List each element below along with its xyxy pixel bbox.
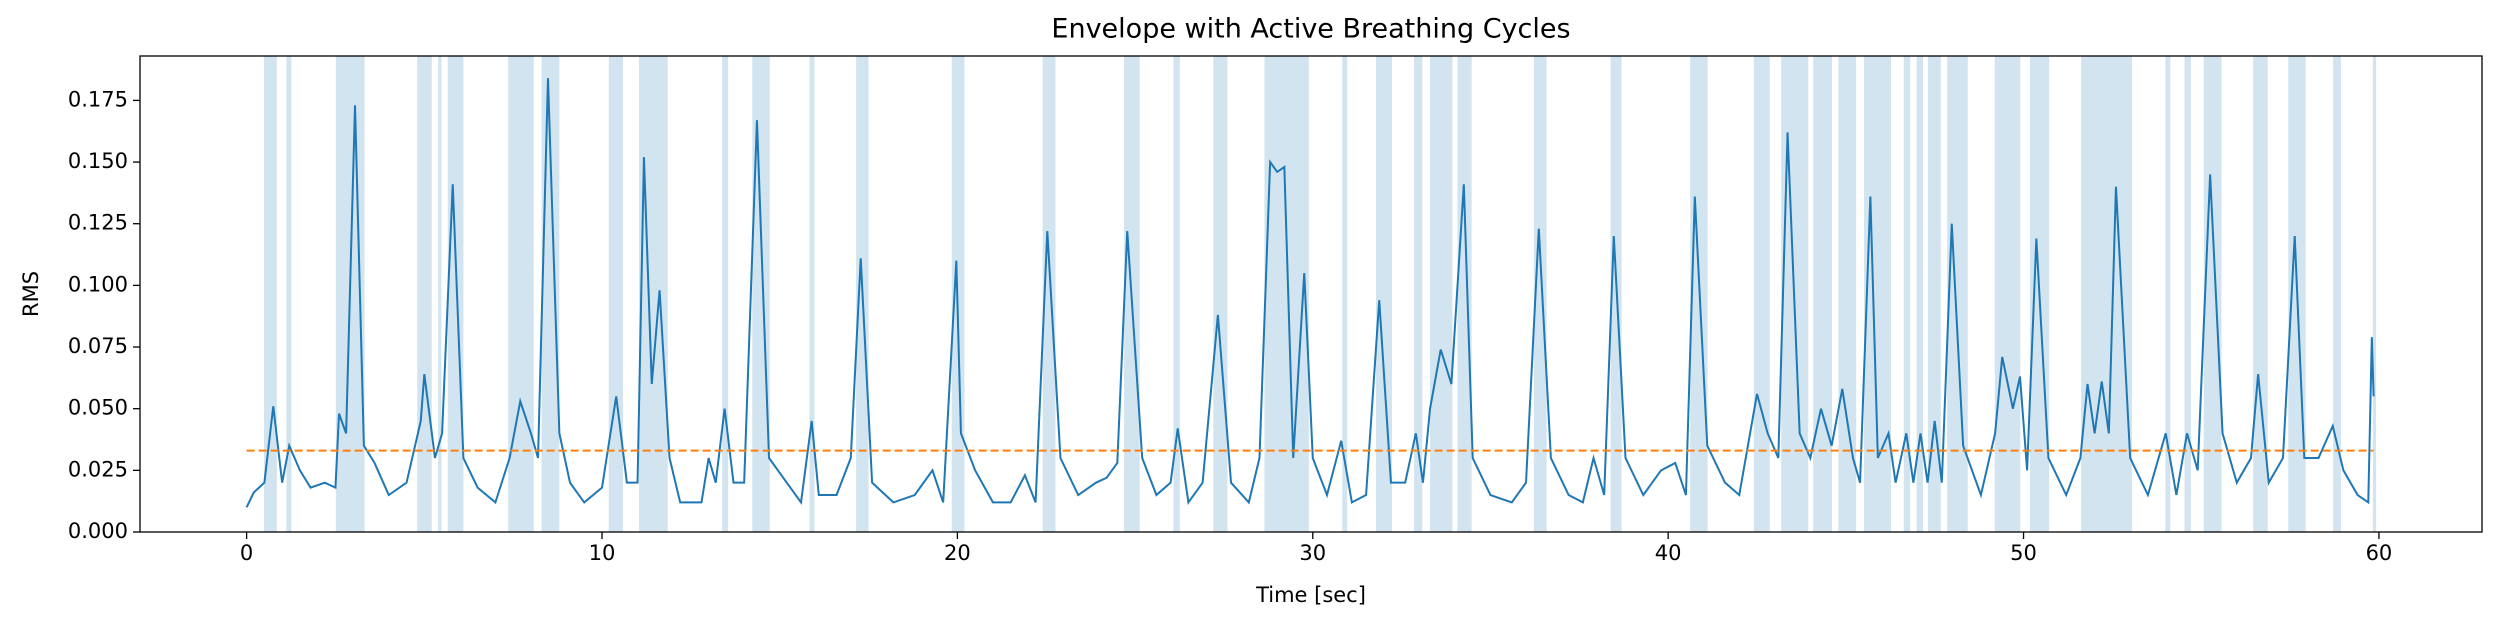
active-span (1813, 56, 1832, 532)
y-tick-label: 0.025 (68, 457, 128, 481)
active-span (1376, 56, 1393, 532)
x-tick-label: 40 (1655, 541, 1682, 565)
active-span (2184, 56, 2191, 532)
rms-line (245, 78, 2375, 508)
active-span (608, 56, 623, 532)
active-span (2081, 56, 2132, 532)
active-span (752, 56, 770, 532)
active-span (1533, 56, 1547, 532)
x-tick-label: 20 (944, 541, 971, 565)
active-span (1753, 56, 1770, 532)
active-span (2165, 56, 2171, 532)
axes-frame (139, 55, 2483, 533)
active-span (286, 56, 292, 532)
y-tick-label: 0.050 (68, 396, 128, 420)
active-span (1414, 56, 1423, 532)
y-tick-label: 0.125 (68, 211, 128, 235)
y-tick-label: 0.100 (68, 272, 128, 296)
active-span (1994, 56, 2021, 532)
active-span (1430, 56, 1453, 532)
active-span (638, 56, 668, 532)
active-span (447, 56, 464, 532)
active-span (1863, 56, 1891, 532)
y-tick-label: 0.175 (68, 87, 128, 111)
y-tick-label: 0.075 (68, 334, 128, 358)
active-span (722, 56, 729, 532)
y-axis-title: RMS (19, 271, 43, 317)
active-span (1457, 56, 1472, 532)
x-tick-label: 10 (589, 541, 616, 565)
active-span (1042, 56, 1056, 532)
x-tick-label: 50 (2010, 541, 2037, 565)
active-span (1903, 56, 1911, 532)
x-axis-title: Time [sec] (1255, 583, 1366, 607)
active-span (1213, 56, 1228, 532)
active-span (417, 56, 432, 532)
active-span (2333, 56, 2341, 532)
x-tick-label: 60 (2366, 541, 2393, 565)
y-tick-label: 0.000 (68, 519, 128, 543)
active-span (438, 56, 442, 532)
active-span (1838, 56, 1857, 532)
active-span (508, 56, 534, 532)
y-tick-label: 0.150 (68, 149, 128, 173)
x-tick-label: 30 (1299, 541, 1326, 565)
chart-title: Envelope with Active Breathing Cycles (1051, 14, 1570, 45)
active-span (2253, 56, 2268, 532)
active-span (1947, 56, 1968, 532)
active-span (2372, 56, 2377, 532)
active-span (1173, 56, 1180, 532)
active-span (2203, 56, 2222, 532)
active-span (1916, 56, 1923, 532)
active-span (1927, 56, 1941, 532)
active-span (809, 56, 815, 532)
x-tick-label: 0 (240, 541, 253, 565)
active-span (1264, 56, 1309, 532)
active-span (1342, 56, 1348, 532)
